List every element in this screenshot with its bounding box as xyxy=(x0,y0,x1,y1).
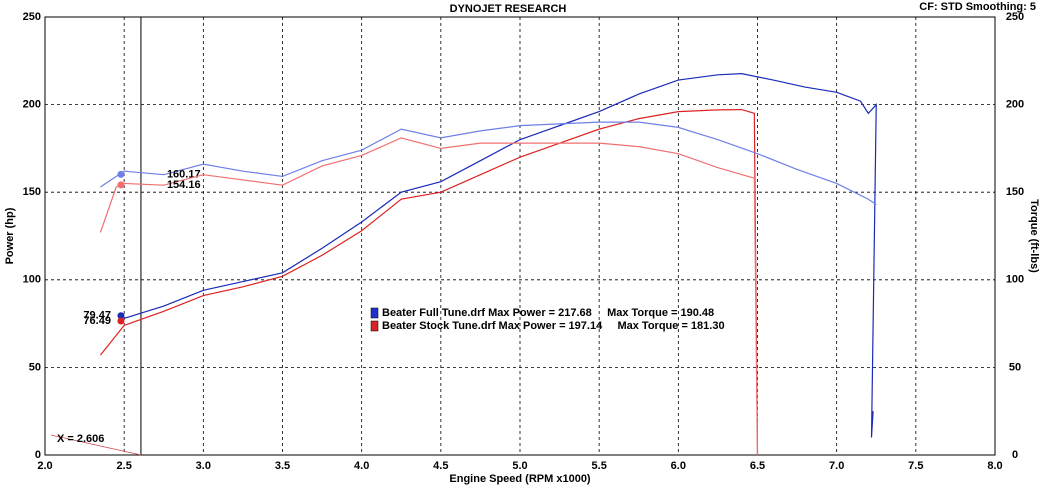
x-tick-label: 4.5 xyxy=(433,460,448,472)
y-tick-label: 200 xyxy=(23,99,41,111)
x-tick-label: 7.0 xyxy=(829,460,844,472)
y2-tick-label: 250 xyxy=(1006,11,1024,23)
y-tick-label: 100 xyxy=(23,274,41,286)
y2-tick-label: 200 xyxy=(1006,99,1024,111)
x-tick-label: 3.5 xyxy=(275,460,290,472)
x-tick-label: 4.0 xyxy=(354,460,369,472)
y-tick-label: 150 xyxy=(23,186,41,198)
y-axis-label: Power (hp) xyxy=(4,207,16,264)
chart-title: DYNOJET RESEARCH xyxy=(450,3,567,15)
series-line xyxy=(99,109,759,456)
x-tick-label: 5.5 xyxy=(592,460,607,472)
x-tick-label: 2.5 xyxy=(117,460,132,472)
y2-tick-label: 150 xyxy=(1006,186,1024,198)
cursor-value: 79.47 xyxy=(83,310,111,322)
y2-tick-label: 50 xyxy=(1009,361,1021,373)
cursor-dot xyxy=(117,170,125,178)
x-axis-label: Engine Speed (RPM x1000) xyxy=(449,473,591,485)
y-tick-label: 0 xyxy=(35,449,41,461)
cursor-value: 154.16 xyxy=(167,179,201,191)
y-tick-label: 50 xyxy=(29,361,41,373)
x-tick-label: 8.0 xyxy=(987,460,1002,472)
series-line xyxy=(123,73,877,438)
x-tick-label: 3.0 xyxy=(196,460,211,472)
cursor-pointer xyxy=(50,434,142,456)
cursor-value: 76.49 xyxy=(83,315,111,327)
subtitle: CF: STD Smoothing: 5 xyxy=(919,1,1036,13)
series-line xyxy=(99,137,759,456)
cursor-label: X = 2.606 xyxy=(57,433,104,445)
y2-axis-label: Torque (ft-lbs) xyxy=(1028,199,1040,273)
cursor-dot xyxy=(117,317,125,325)
series-line xyxy=(100,121,877,205)
x-tick-label: 6.5 xyxy=(750,460,765,472)
x-tick-label: 7.5 xyxy=(908,460,923,472)
legend-swatch xyxy=(370,320,379,332)
legend-entry: Beater Stock Tune.drf Max Power = 197.14… xyxy=(382,320,725,332)
legend-swatch xyxy=(370,307,379,319)
y-tick-label: 250 xyxy=(23,11,41,23)
y2-tick-label: 100 xyxy=(1006,274,1024,286)
cursor-dot xyxy=(117,181,125,189)
x-tick-label: 5.0 xyxy=(512,460,527,472)
legend-entry: Beater Full Tune.drf Max Power = 217.68 … xyxy=(382,307,714,319)
plot-frame xyxy=(44,16,996,456)
y2-tick-label: 0 xyxy=(1012,449,1018,461)
x-tick-label: 2.0 xyxy=(37,460,52,472)
cursor-dot xyxy=(117,312,125,320)
x-tick-label: 6.0 xyxy=(671,460,686,472)
